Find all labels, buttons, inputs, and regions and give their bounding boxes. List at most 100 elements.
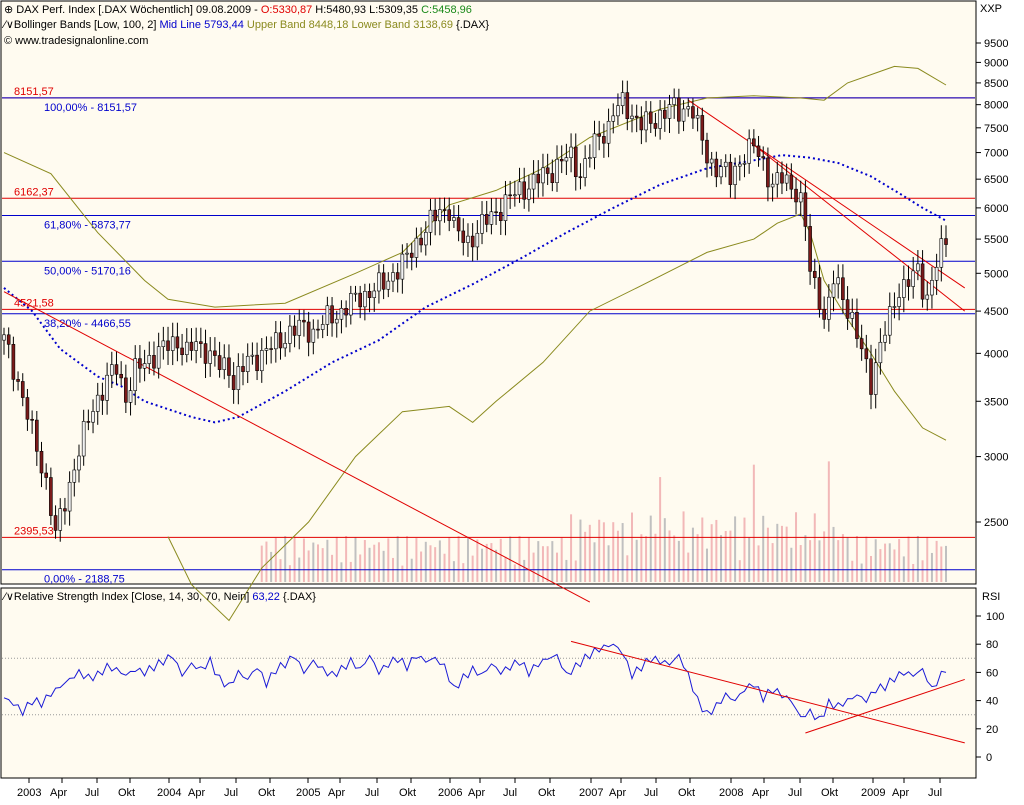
candle-body (133, 358, 138, 391)
candle-body (930, 280, 934, 296)
price-axis: 9500 9000 8500 8000 7500 7000 6500 6000 5500 5000… (976, 38, 1008, 529)
time-tick-label: Jul (788, 787, 802, 799)
time-tick-label: 2005 (296, 787, 320, 799)
bollinger-prefix: Bollinger Bands [Low, 100, 2] (14, 19, 160, 31)
candle-body (911, 270, 915, 287)
candle-body (883, 334, 887, 343)
volume-bar (588, 524, 591, 582)
volume-bar (335, 536, 338, 582)
candle-body (752, 138, 756, 147)
candle-body (691, 106, 695, 119)
candle-body (274, 332, 278, 350)
volume-bar (780, 525, 783, 582)
candle-body (363, 291, 367, 308)
red-level-label: 6162,37 (14, 186, 54, 198)
candle-body (705, 139, 709, 164)
time-tick-label: Okt (258, 787, 275, 799)
candle-body (784, 174, 789, 184)
candle-body (442, 209, 447, 211)
volume-bar (762, 515, 765, 582)
volume-bar (518, 536, 521, 582)
candle-body (138, 358, 142, 369)
candle-body (208, 350, 213, 364)
fib-level-label: 0,00% - 2188,75 (44, 574, 125, 586)
candle-body (358, 292, 362, 308)
candle-body (775, 172, 780, 185)
price-tick-label: 3000 (984, 452, 1008, 464)
rsi-tick-label: 80 (986, 639, 998, 651)
candle-body (222, 357, 227, 370)
candle-body (737, 163, 742, 167)
time-tick-label: Okt (538, 787, 555, 799)
volume-bar (420, 551, 423, 582)
red-level-label: 8151,57 (14, 86, 54, 98)
candle-body (278, 332, 283, 349)
candle-body (817, 277, 822, 310)
candle-body (250, 354, 255, 357)
volume-bar (541, 546, 544, 582)
volume-bar (270, 551, 273, 582)
candle-body (203, 343, 208, 364)
volume-bar (373, 544, 376, 582)
time-tick-label: Jul (224, 787, 238, 799)
price-tick-label: 2500 (984, 517, 1008, 529)
candle-body (124, 377, 128, 403)
candle-body (508, 194, 512, 197)
rsi-value: 63,22 (252, 591, 280, 603)
candle-body (433, 209, 437, 222)
header-high-low: H:5480,93 L:5309,35 (312, 4, 421, 16)
candle-body (944, 238, 948, 245)
candle-body (588, 157, 592, 160)
candle-body (147, 355, 152, 364)
candle-body (855, 312, 859, 339)
price-tick-label: 6500 (984, 174, 1008, 186)
candle-body (170, 336, 175, 351)
candle-body (175, 336, 180, 349)
volume-bar (485, 543, 488, 582)
volume-bar (363, 540, 366, 582)
volume-bar (354, 537, 357, 582)
volume-bar (626, 555, 629, 582)
volume-bar (349, 561, 352, 582)
candle-body (400, 253, 405, 280)
volume-bar (827, 461, 830, 582)
candle-body (864, 348, 869, 360)
volume-bar (574, 560, 577, 582)
rsi-tick-label: 60 (986, 667, 998, 679)
volume-bar (907, 536, 910, 582)
price-tick-label: 7000 (984, 148, 1008, 160)
candle-body (934, 266, 939, 281)
volume-bar (940, 546, 943, 582)
volume-bar (317, 544, 319, 582)
volume-bar (448, 537, 451, 582)
candle-body (728, 161, 733, 185)
candle-body (39, 451, 44, 474)
price-tick-label: 6000 (984, 203, 1008, 215)
candle-body (95, 394, 100, 412)
header-line-1: ⊕ DAX Perf. Index [.DAX Wöchentlich] 09.… (4, 4, 472, 16)
candle-body (836, 277, 841, 285)
volume-bar (654, 533, 657, 582)
bollinger-lower-label: Lower Band 3138,69 (348, 19, 453, 31)
volume-bar (471, 555, 474, 582)
volume-bar (888, 543, 891, 582)
candle-body (20, 381, 25, 398)
time-tick-label: Jul (503, 787, 517, 799)
candle-body (733, 165, 737, 185)
volume-bar (659, 477, 662, 582)
price-tick-label: 9000 (984, 57, 1008, 69)
candle-body (67, 481, 72, 512)
volume-bar (593, 542, 596, 582)
fib-level-label: 50,00% - 5170,16 (44, 265, 131, 277)
volume-bar (795, 512, 798, 582)
candle-body (152, 355, 156, 369)
candle-body (663, 109, 667, 119)
candle-body (114, 364, 119, 375)
candle-body (199, 341, 203, 344)
time-tick-label: Okt (118, 787, 135, 799)
volume-bar (855, 536, 858, 582)
candle-body (766, 157, 770, 188)
volume-bar (565, 559, 568, 582)
volume-bar (837, 540, 840, 582)
